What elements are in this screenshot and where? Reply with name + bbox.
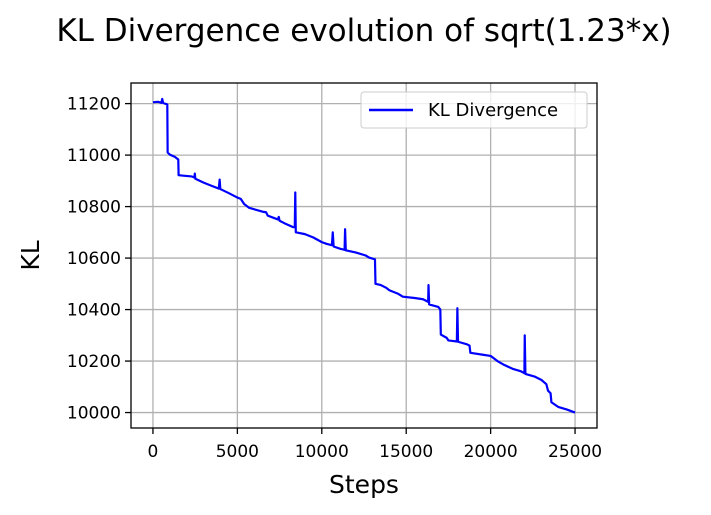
grid-lines — [131, 83, 597, 428]
series-line — [152, 97, 576, 414]
x-tick-label: 15000 — [379, 442, 433, 462]
x-tick-label: 20000 — [464, 442, 518, 462]
y-tick-label: 10200 — [67, 352, 121, 372]
y-axis-label: KL — [16, 240, 45, 270]
plot-frame — [130, 82, 598, 429]
y-tick-label: 10000 — [67, 404, 121, 424]
y-tick-label: 10400 — [67, 301, 121, 321]
x-tick-label: 10000 — [295, 442, 349, 462]
y-axis: 10000 10200 10400 10600 10800 11000 11200 — [67, 95, 131, 424]
legend-box — [360, 91, 588, 129]
chart-title: KL Divergence evolution of sqrt(1.23*x) — [56, 13, 671, 49]
y-tick-label: 11000 — [67, 146, 121, 166]
legend-label: KL Divergence — [428, 100, 558, 121]
x-tick-label: 25000 — [548, 442, 602, 462]
series-layer — [152, 97, 576, 414]
x-axis: 0 5000 10000 15000 20000 25000 — [148, 428, 602, 462]
y-tick-label: 10600 — [67, 249, 121, 269]
x-tick-label: 5000 — [216, 442, 259, 462]
y-tick-label: 10800 — [67, 198, 121, 218]
x-axis-label: Steps — [329, 470, 399, 499]
legend: KL Divergence — [360, 91, 588, 129]
y-tick-label: 11200 — [67, 95, 121, 115]
x-tick-label: 0 — [148, 442, 159, 462]
